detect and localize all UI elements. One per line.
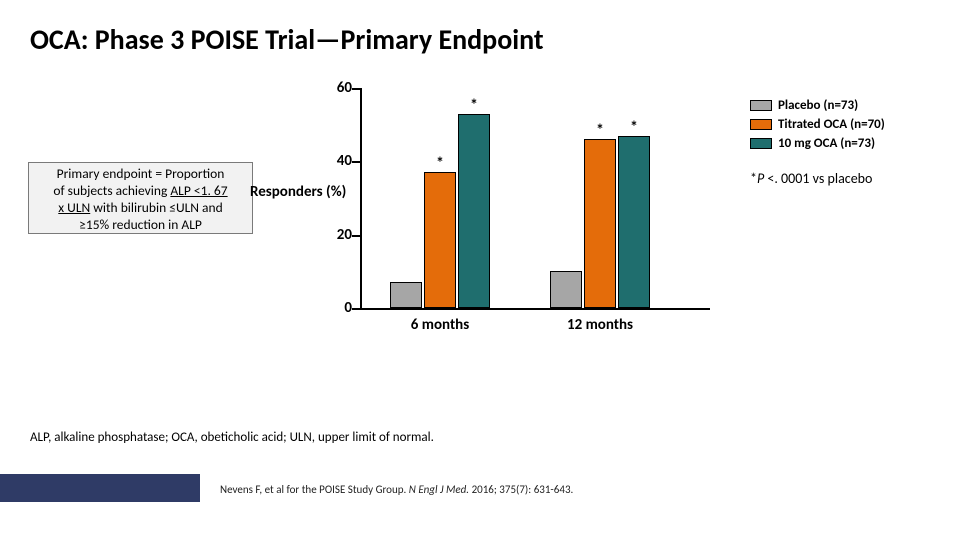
primary-endpoint-callout: Primary endpoint = Proportion of subject… <box>28 162 253 234</box>
y-tick <box>352 88 362 90</box>
legend: Placebo (n=73) Titrated OCA (n=70) 10 mg O… <box>750 98 885 155</box>
legend-swatch <box>750 119 772 130</box>
legend-label: 10 mg OCA (n=73) <box>778 136 875 151</box>
legend-label: Titrated OCA (n=70) <box>778 117 885 132</box>
significance-star: * <box>424 154 456 173</box>
callout-line3b: with bilirubin ≤ULN and <box>90 199 222 216</box>
y-tick-label: 40 <box>322 152 352 170</box>
x-label: 12 months <box>540 316 660 334</box>
bar-6-months-titrated <box>424 172 456 308</box>
y-tick <box>352 308 362 310</box>
abbreviations: ALP, alkaline phosphatase; OCA, obeticho… <box>30 430 434 445</box>
callout-line3a: x ULN <box>58 199 90 216</box>
bar-6-months-placebo <box>390 282 422 308</box>
y-tick <box>352 235 362 237</box>
citation-pre: Nevens F, et al for the POISE Study Grou… <box>220 483 409 496</box>
x-axis <box>360 308 710 310</box>
legend-label: Placebo (n=73) <box>778 98 858 113</box>
y-tick-label: 20 <box>322 226 352 244</box>
callout-line1: Primary endpoint = Proportion <box>57 165 225 182</box>
significance-star: * <box>584 121 616 140</box>
bar-12-months-titrated <box>584 139 616 308</box>
pnote-rest: <. 0001 vs placebo <box>764 170 872 187</box>
citation: Nevens F, et al for the POISE Study Grou… <box>220 483 573 496</box>
citation-post: 2016; 375(7): 631-643. <box>472 483 574 496</box>
y-tick-label: 60 <box>322 79 352 97</box>
legend-item: Placebo (n=73) <box>750 98 885 113</box>
responders-chart: Responders (%) 02040606 months12 months*… <box>290 88 720 348</box>
citation-ital: N Engl J Med. <box>409 483 472 496</box>
y-axis <box>360 88 362 308</box>
callout-line4: ≥15% reduction in ALP <box>79 216 202 233</box>
legend-item: Titrated OCA (n=70) <box>750 117 885 132</box>
slide-title: OCA: Phase 3 POISE Trial—Primary Endpoin… <box>30 22 544 57</box>
y-tick-label: 0 <box>322 299 352 317</box>
x-label: 6 months <box>380 316 500 334</box>
footer-bar <box>0 474 200 502</box>
callout-line2a: of subjects achieving <box>53 182 170 199</box>
callout-line2b: ALP <1. 67 <box>170 182 227 199</box>
bar-12-months-placebo <box>550 271 582 308</box>
legend-swatch <box>750 138 772 149</box>
slide: OCA: Phase 3 POISE Trial—Primary Endpoin… <box>0 0 960 540</box>
significance-star: * <box>618 118 650 137</box>
bar-12-months-10 <box>618 136 650 308</box>
legend-item: 10 mg OCA (n=73) <box>750 136 885 151</box>
y-axis-label: Responders (%) <box>250 183 346 201</box>
y-tick <box>352 161 362 163</box>
p-value-note: *P <. 0001 vs placebo <box>750 170 872 187</box>
significance-star: * <box>458 96 490 115</box>
legend-swatch <box>750 100 772 111</box>
bar-6-months-10 <box>458 114 490 308</box>
pnote-star: * <box>750 170 757 187</box>
